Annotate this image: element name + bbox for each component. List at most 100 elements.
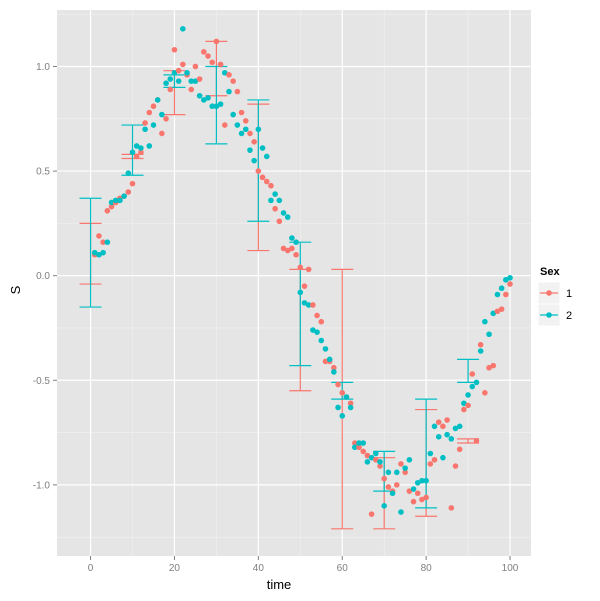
- point-series-1: [406, 488, 413, 494]
- point-series-1: [167, 86, 174, 93]
- point-series-1: [226, 72, 232, 78]
- point-series-1: [129, 180, 136, 187]
- point-series-2: [435, 433, 442, 440]
- point-series-1: [431, 456, 438, 463]
- x-tick-label: 100: [502, 563, 519, 574]
- point-series-1: [293, 251, 299, 258]
- point-series-1: [272, 205, 278, 212]
- point-series-1: [289, 245, 295, 252]
- point-series-1: [435, 419, 442, 425]
- legend-key-point: [546, 290, 552, 296]
- point-series-1: [494, 308, 501, 315]
- point-series-2: [96, 251, 102, 258]
- point-series-1: [461, 406, 467, 413]
- point-series-1: [133, 153, 140, 160]
- point-series-2: [272, 191, 278, 197]
- point-series-2: [142, 126, 148, 133]
- point-series-2: [448, 436, 455, 442]
- point-series-1: [221, 122, 228, 128]
- legend-label: 1: [566, 288, 572, 300]
- point-series-1: [301, 283, 308, 289]
- point-series-2: [163, 80, 169, 87]
- point-series-2: [494, 291, 501, 298]
- point-series-2: [289, 235, 295, 241]
- point-series-1: [125, 189, 132, 195]
- point-series-1: [364, 452, 371, 459]
- point-series-1: [473, 438, 480, 444]
- point-series-1: [196, 76, 203, 82]
- point-series-1: [482, 390, 488, 396]
- point-series-1: [217, 61, 224, 68]
- point-series-2: [335, 404, 341, 411]
- point-series-2: [364, 459, 371, 465]
- point-series-1: [280, 245, 287, 252]
- point-series-1: [444, 417, 450, 423]
- legend-label: 2: [566, 310, 572, 322]
- point-series-1: [255, 168, 262, 174]
- point-series-1: [146, 109, 153, 116]
- point-series-1: [507, 281, 513, 287]
- point-series-1: [331, 364, 337, 371]
- point-series-1: [305, 266, 312, 273]
- point-series-1: [477, 341, 484, 348]
- point-series-1: [377, 463, 383, 469]
- point-series-2: [129, 149, 136, 156]
- point-series-2: [159, 111, 165, 118]
- point-series-2: [205, 95, 211, 101]
- point-series-1: [263, 178, 270, 185]
- point-series-2: [100, 249, 106, 256]
- point-series-2: [217, 101, 224, 107]
- y-tick-label: 1.0: [36, 62, 50, 73]
- point-series-1: [104, 208, 111, 214]
- point-series-2: [196, 92, 203, 99]
- point-series-1: [356, 444, 362, 451]
- x-tick-label: 0: [88, 563, 94, 574]
- point-series-1: [419, 496, 425, 503]
- point-series-1: [469, 371, 476, 377]
- point-series-2: [280, 210, 287, 216]
- point-series-2: [247, 147, 253, 153]
- point-series-2: [356, 440, 362, 446]
- point-series-1: [213, 38, 220, 45]
- point-series-1: [251, 138, 257, 145]
- point-series-1: [284, 247, 291, 254]
- point-series-2: [444, 431, 450, 438]
- point-series-2: [221, 69, 228, 76]
- point-series-2: [297, 289, 304, 296]
- point-series-2: [125, 170, 132, 176]
- point-series-1: [347, 400, 354, 407]
- point-series-2: [456, 423, 463, 430]
- point-series-1: [314, 312, 320, 319]
- point-series-1: [368, 511, 375, 517]
- point-series-2: [255, 126, 262, 133]
- point-series-2: [326, 356, 333, 363]
- legend: Sex 1 2: [537, 266, 572, 327]
- point-series-2: [133, 143, 140, 149]
- point-series-2: [293, 239, 299, 246]
- point-series-2: [406, 456, 413, 463]
- point-series-2: [381, 502, 387, 509]
- point-series-2: [431, 423, 438, 430]
- point-series-1: [96, 233, 102, 239]
- point-series-1: [238, 109, 245, 116]
- point-series-2: [473, 379, 480, 386]
- point-series-1: [339, 390, 346, 396]
- point-series-2: [385, 469, 392, 476]
- point-series-2: [192, 78, 199, 84]
- legend-title: Sex: [540, 266, 560, 278]
- point-series-2: [503, 277, 509, 283]
- point-series-2: [154, 97, 161, 103]
- point-series-2: [146, 143, 153, 149]
- point-series-1: [159, 130, 165, 137]
- point-series-1: [230, 78, 236, 84]
- point-series-2: [310, 327, 316, 333]
- point-series-2: [339, 413, 346, 419]
- y-tick-label: -1.0: [33, 480, 51, 491]
- point-series-1: [465, 402, 471, 409]
- y-axis-title: S: [8, 285, 23, 294]
- point-series-2: [284, 214, 291, 220]
- point-series-2: [389, 490, 396, 497]
- y-tick-label: -0.5: [33, 376, 51, 387]
- point-series-2: [121, 193, 127, 199]
